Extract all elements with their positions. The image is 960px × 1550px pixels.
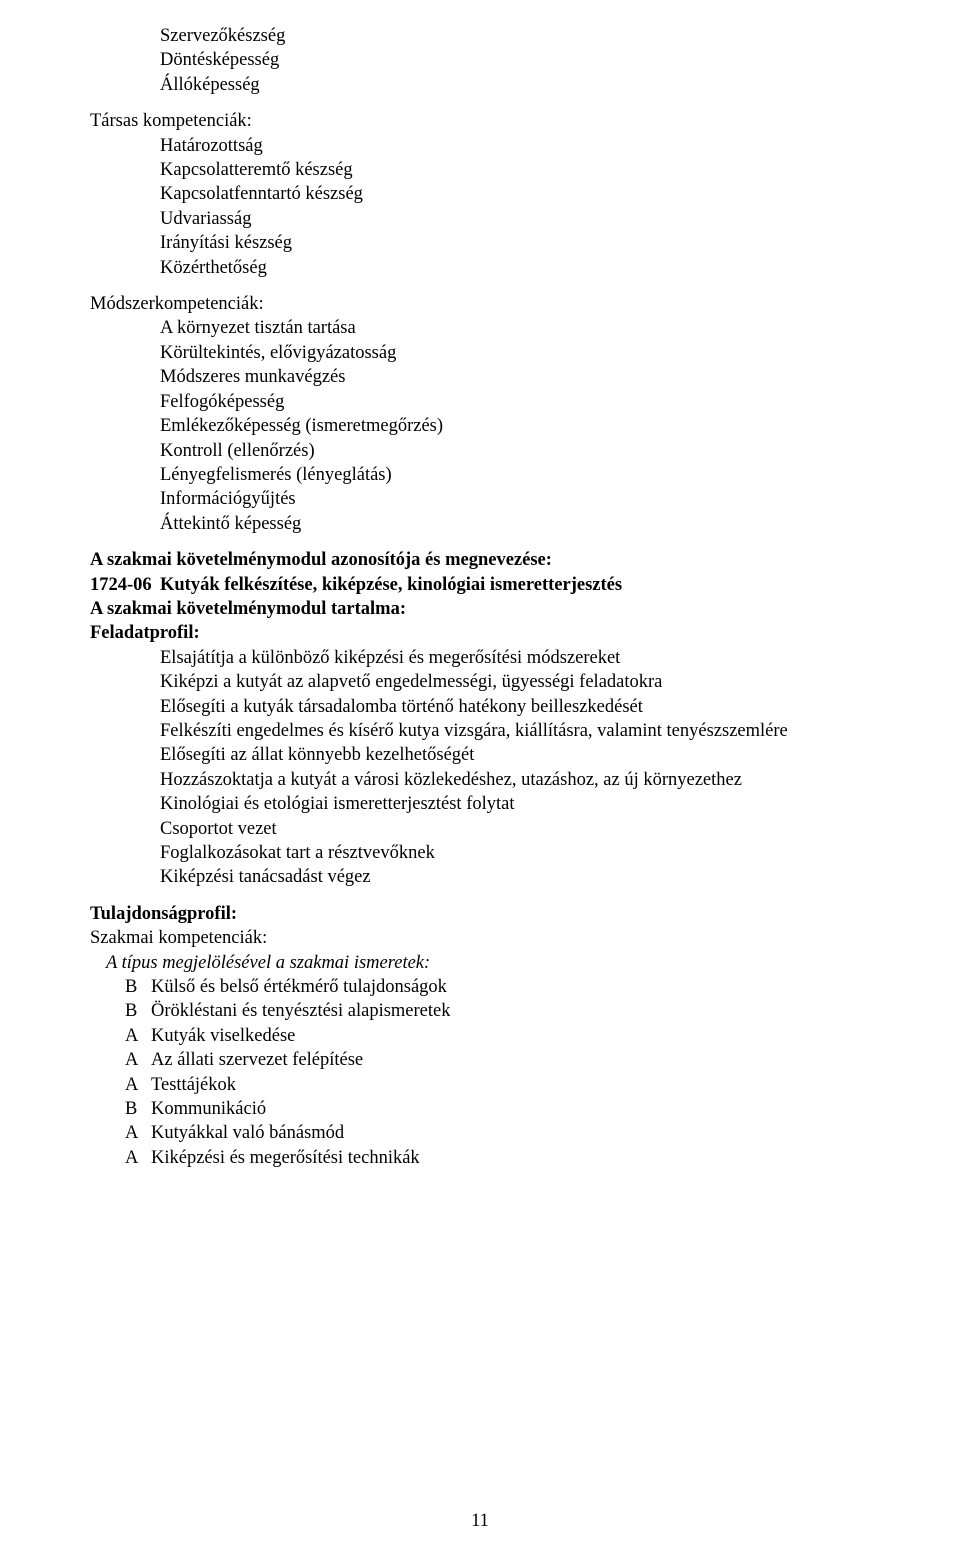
list-item: Elősegíti a kutyák társadalomba történő … (160, 695, 870, 719)
competency-list-2: Határozottság Kapcsolatteremtő készség K… (90, 134, 870, 280)
item-label: A (125, 1073, 151, 1097)
item-text: Testtájékok (151, 1075, 236, 1095)
list-item: Információgyűjtés (160, 487, 870, 511)
list-item: Szervezőkészség (160, 24, 870, 48)
list-item: ATesttájékok (125, 1073, 870, 1097)
item-label: A (125, 1048, 151, 1072)
item-text: Külső és belső értékmérő tulajdonságok (151, 977, 447, 997)
list-item: Határozottság (160, 134, 870, 158)
list-item: Kiképzi a kutyát az alapvető engedelmess… (160, 670, 870, 694)
competency-list-3: A környezet tisztán tartása Körültekinté… (90, 316, 870, 536)
list-item: Kontroll (ellenőrzés) (160, 439, 870, 463)
list-item: Kapcsolatfenntartó készség (160, 182, 870, 206)
list-item: Áttekintő képesség (160, 512, 870, 536)
section-heading-method: Módszerkompetenciák: (90, 292, 870, 316)
list-item: Udvariasság (160, 207, 870, 231)
list-item: Elsajátítja a különböző kiképzési és meg… (160, 646, 870, 670)
list-item: Kiképzési tanácsadást végez (160, 865, 870, 889)
list-item: Módszeres munkavégzés (160, 365, 870, 389)
module-title: Kutyák felkészítése, kiképzése, kinológi… (160, 575, 622, 595)
feladat-list: Elsajátítja a különböző kiképzési és meg… (90, 646, 870, 890)
list-item: Emlékezőképesség (ismeretmegőrzés) (160, 414, 870, 438)
list-item: Elősegíti az állat könnyebb kezelhetőség… (160, 743, 870, 767)
competency-list-1: Szervezőkészség Döntésképesség Állóképes… (90, 24, 870, 97)
module-heading-1: A szakmai követelménymodul azonosítója é… (90, 548, 870, 572)
szakmai-kompetenciak-line: Szakmai kompetenciák: (90, 926, 870, 950)
list-item: BÖrökléstani és tenyésztési alapismerete… (125, 999, 870, 1023)
list-item: Felfogóképesség (160, 390, 870, 414)
item-text: Az állati szervezet felépítése (151, 1050, 363, 1070)
list-item: Hozzászoktatja a kutyát a városi közleke… (160, 768, 870, 792)
list-item: Kapcsolatteremtő készség (160, 158, 870, 182)
tulajdonsagprofil-heading: Tulajdonságprofil: (90, 902, 870, 926)
item-text: Kutyák viselkedése (151, 1026, 295, 1046)
list-item: Körültekintés, elővigyázatosság (160, 341, 870, 365)
knowledge-list: BKülső és belső értékmérő tulajdonságok … (90, 975, 870, 1170)
list-item: BKommunikáció (125, 1097, 870, 1121)
list-item: Irányítási készség (160, 231, 870, 255)
item-text: Kutyákkal való bánásmód (151, 1123, 344, 1143)
list-item: Foglalkozásokat tart a résztvevőknek (160, 841, 870, 865)
item-label: A (125, 1121, 151, 1145)
item-label: B (125, 1097, 151, 1121)
page-number: 11 (0, 1511, 960, 1532)
list-item: Közérthetőség (160, 256, 870, 280)
list-item: Csoportot vezet (160, 817, 870, 841)
list-item: BKülső és belső értékmérő tulajdonságok (125, 975, 870, 999)
list-item: AAz állati szervezet felépítése (125, 1048, 870, 1072)
typus-line: A típus megjelölésével a szakmai ismeret… (90, 951, 870, 975)
module-code-line: 1724-06Kutyák felkészítése, kiképzése, k… (90, 573, 870, 597)
list-item: Felkészíti engedelmes és kísérő kutya vi… (160, 719, 870, 743)
item-label: A (125, 1024, 151, 1048)
list-item: Lényegfelismerés (lényeglátás) (160, 463, 870, 487)
list-item: AKiképzési és megerősítési technikák (125, 1146, 870, 1170)
item-text: Kiképzési és megerősítési technikák (151, 1148, 420, 1168)
list-item: AKutyákkal való bánásmód (125, 1121, 870, 1145)
module-code: 1724-06 (90, 573, 160, 597)
list-item: A környezet tisztán tartása (160, 316, 870, 340)
item-label: B (125, 975, 151, 999)
item-text: Örökléstani és tenyésztési alapismeretek (151, 1001, 451, 1021)
list-item: Döntésképesség (160, 48, 870, 72)
list-item: AKutyák viselkedése (125, 1024, 870, 1048)
item-label: A (125, 1146, 151, 1170)
feladatprofil-heading: Feladatprofil: (90, 621, 870, 645)
list-item: Kinológiai és etológiai ismeretterjeszté… (160, 792, 870, 816)
section-heading-social: Társas kompetenciák: (90, 109, 870, 133)
module-heading-2: A szakmai követelménymodul tartalma: (90, 597, 870, 621)
list-item: Állóképesség (160, 73, 870, 97)
item-label: B (125, 999, 151, 1023)
document-page: Szervezőkészség Döntésképesség Állóképes… (0, 0, 960, 1550)
item-text: Kommunikáció (151, 1099, 266, 1119)
